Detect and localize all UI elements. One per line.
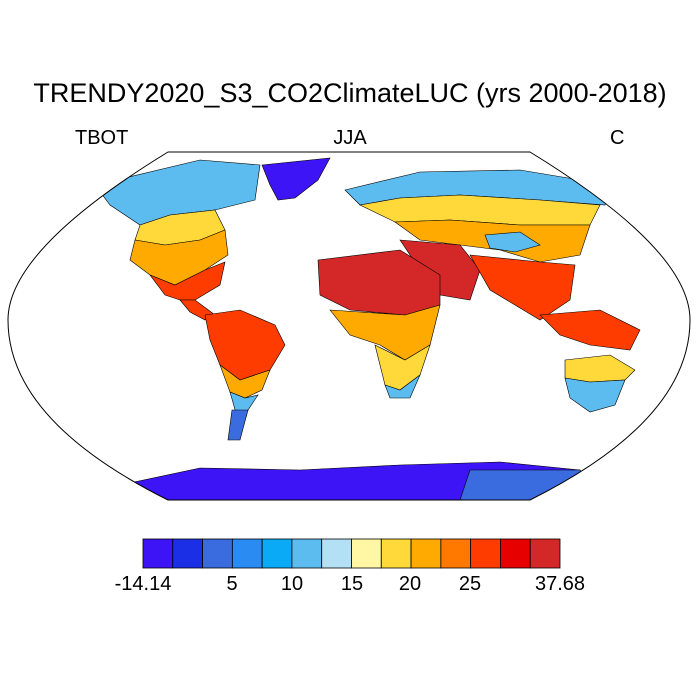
antarctica-cold-band (459, 469, 596, 500)
south-asia-hot (469, 254, 576, 321)
colorbar-tick-label: 15 (340, 573, 364, 595)
colorbar-swatch (380, 538, 412, 569)
greenland (261, 157, 331, 201)
colorbar-tick-label: -14.14 (114, 573, 172, 595)
colorbar-swatch (529, 538, 561, 569)
patagonia (227, 409, 249, 441)
colorbar-swatch (440, 538, 472, 569)
north-america-warm (129, 229, 229, 286)
colorbar-swatch (410, 538, 442, 569)
south-america-hot (204, 309, 286, 381)
colorbar-tick-label: 25 (458, 573, 482, 595)
colorbar-tick-label: 5 (226, 573, 238, 595)
map-title: TRENDY2020_S3_CO2ClimateLUC (yrs 2000-20… (33, 78, 667, 108)
map-border (7, 151, 691, 501)
colorbar-swatch (351, 538, 382, 569)
colorbar (142, 538, 561, 569)
colorbar-swatch (172, 538, 203, 569)
colorbar-swatch (202, 538, 233, 569)
north-america-hot (149, 261, 226, 301)
australia-cool (564, 377, 626, 413)
colorbar-swatch (261, 538, 293, 569)
map-content (94, 157, 641, 500)
colorbar-swatch (142, 538, 174, 569)
colorbar-swatch (291, 538, 323, 569)
colorbar-swatch (231, 538, 263, 569)
colorbar-swatch (470, 538, 501, 569)
south-africa-cool (384, 374, 421, 399)
australia-mild (564, 354, 636, 383)
tibet-cool (484, 231, 541, 253)
units-label: C (610, 127, 625, 149)
colorbar-tick-label: 10 (280, 573, 304, 595)
southeast-asia-hot (539, 309, 641, 351)
colorbar-swatch (321, 538, 352, 569)
colorbar-swatch (500, 538, 531, 569)
colorbar-tick-label: 37.68 (534, 573, 586, 595)
colorbar-tick-label: 20 (398, 573, 422, 595)
variable-label: TBOT (75, 127, 129, 149)
season-label: JJA (333, 127, 367, 149)
